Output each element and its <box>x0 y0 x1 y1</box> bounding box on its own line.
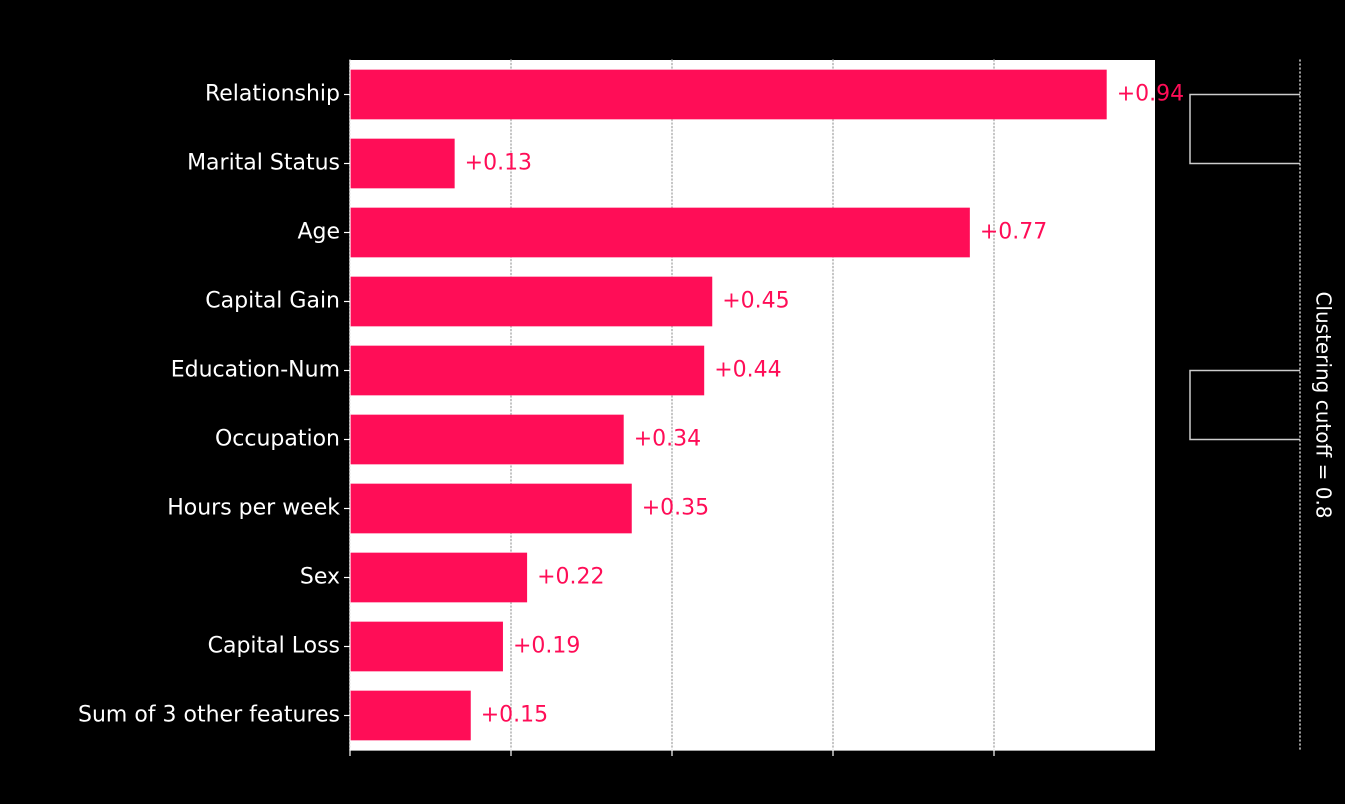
bar <box>350 484 632 534</box>
bar-value-label: +0.22 <box>537 565 604 590</box>
bar-category-label: Marital Status <box>187 151 340 176</box>
bar-category-label: Age <box>297 220 340 245</box>
bar <box>350 415 624 465</box>
bar-value-label: +0.13 <box>465 151 532 176</box>
bar <box>350 553 527 603</box>
bar-category-label: Capital Loss <box>208 634 340 659</box>
bar-value-label: +0.94 <box>1117 82 1184 107</box>
bar-category-label: Sex <box>300 565 340 590</box>
bar-value-label: +0.45 <box>722 289 789 314</box>
dendro-cutoff-label: Clustering cutoff = 0.8 <box>1312 291 1336 518</box>
bar-category-label: Education-Num <box>171 358 340 383</box>
bar-value-label: +0.77 <box>980 220 1047 245</box>
bar-value-label: +0.15 <box>481 703 548 728</box>
bar-value-label: +0.19 <box>513 634 580 659</box>
bar <box>350 70 1107 120</box>
bar <box>350 691 471 741</box>
bar-category-label: Sum of 3 other features <box>78 703 340 728</box>
bar <box>350 208 970 258</box>
chart-svg: +0.94 Relationship +0.13 Marital Status +0.7… <box>0 0 1345 804</box>
bar-value-label: +0.35 <box>642 496 709 521</box>
bar-category-label: Occupation <box>215 427 340 452</box>
bar <box>350 277 712 327</box>
bar <box>350 346 704 396</box>
bar-category-label: Hours per week <box>167 496 340 521</box>
chart-root: +0.94 Relationship +0.13 Marital Status +0.7… <box>0 0 1345 804</box>
bar-value-label: +0.34 <box>634 427 701 452</box>
bar-category-label: Relationship <box>205 82 340 107</box>
bar-value-label: +0.44 <box>714 358 781 383</box>
bar <box>350 139 455 189</box>
bar-category-label: Capital Gain <box>205 289 340 314</box>
bar <box>350 622 503 672</box>
